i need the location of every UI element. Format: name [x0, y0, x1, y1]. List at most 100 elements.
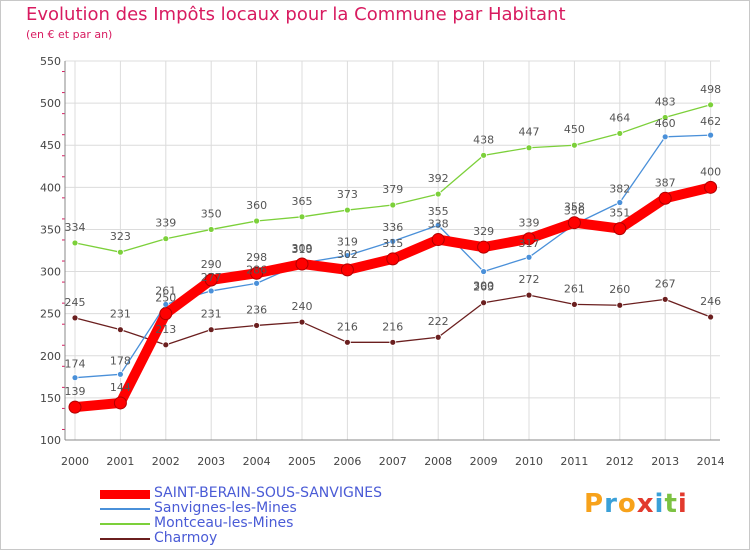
- data-point: [525, 291, 533, 299]
- data-point: [434, 221, 442, 229]
- data-point: [295, 257, 309, 271]
- data-label: 464: [609, 111, 630, 124]
- data-label: 263: [473, 281, 494, 294]
- data-point: [567, 216, 581, 230]
- data-label: 300: [473, 280, 494, 293]
- data-label: 483: [655, 95, 676, 108]
- x-tick-label: 2003: [197, 455, 225, 468]
- data-point: [704, 180, 718, 194]
- data-label: 246: [700, 295, 721, 308]
- data-label: 338: [428, 218, 449, 231]
- y-tick-label: 150: [40, 392, 61, 405]
- y-tick-label: 550: [40, 55, 61, 68]
- data-point: [204, 273, 218, 287]
- data-label: 334: [65, 221, 86, 234]
- data-label: 298: [246, 251, 267, 264]
- data-label: 379: [382, 183, 403, 196]
- data-point: [386, 252, 400, 266]
- data-point: [707, 101, 714, 109]
- data-point: [525, 144, 533, 152]
- data-label: 336: [382, 221, 403, 234]
- data-label: 323: [110, 230, 131, 243]
- data-point: [480, 299, 488, 307]
- data-point: [480, 151, 488, 159]
- data-label: 240: [292, 300, 313, 313]
- x-tick-label: 2000: [61, 455, 89, 468]
- x-tick-label: 2001: [106, 455, 134, 468]
- data-point: [117, 248, 124, 256]
- data-label: 250: [155, 292, 176, 305]
- data-label: 261: [564, 282, 585, 295]
- y-tick-label: 500: [40, 97, 61, 110]
- data-point: [71, 239, 79, 247]
- legend-label-saint-berain: SAINT-BERAIN-SOUS-SANVIGNES: [154, 485, 383, 501]
- data-label: 236: [246, 303, 267, 316]
- data-point: [571, 301, 578, 308]
- data-label: 302: [337, 248, 358, 261]
- data-point: [340, 263, 354, 277]
- data-point: [522, 232, 536, 246]
- data-point: [68, 400, 82, 414]
- data-label: 213: [155, 323, 176, 336]
- data-label: 387: [655, 176, 676, 189]
- legend-swatch-saint-berain: [100, 490, 150, 499]
- data-point: [525, 253, 533, 261]
- logo-letter: o: [617, 489, 637, 519]
- data-label: 222: [428, 315, 449, 328]
- data-point: [253, 217, 261, 225]
- data-point: [661, 295, 669, 303]
- y-tick-label: 200: [40, 350, 61, 363]
- data-point: [250, 266, 264, 280]
- data-point: [477, 240, 491, 254]
- x-tick-label: 2007: [379, 455, 407, 468]
- data-label: 339: [155, 217, 176, 230]
- data-label: 260: [609, 283, 630, 296]
- data-point: [343, 252, 351, 259]
- logo-letter: r: [604, 489, 618, 519]
- data-point: [434, 190, 442, 198]
- data-point: [298, 213, 306, 221]
- data-label: 358: [564, 201, 585, 214]
- data-point: [434, 333, 442, 341]
- data-point: [113, 396, 127, 410]
- proxiti-logo: Proxiti: [584, 489, 688, 519]
- data-label: 400: [700, 165, 721, 178]
- data-label: 373: [337, 188, 358, 201]
- legend-swatch-sanvignes: [100, 508, 150, 510]
- data-point: [159, 307, 173, 321]
- legend-item-saint-berain: SAINT-BERAIN-SOUS-SANVIGNES: [100, 485, 430, 501]
- data-label: 277: [201, 271, 222, 284]
- data-point: [616, 301, 624, 309]
- chart-subtitle: (en € et par an): [26, 28, 113, 41]
- data-label: 382: [609, 182, 630, 195]
- data-label: 392: [428, 172, 449, 185]
- data-point: [71, 314, 79, 322]
- data-label: 267: [655, 277, 676, 290]
- data-point: [117, 370, 124, 378]
- data-label: 174: [65, 358, 86, 371]
- x-tick-label: 2011: [560, 455, 588, 468]
- data-point: [343, 338, 351, 346]
- y-tick-label: 300: [40, 266, 61, 279]
- x-tick-label: 2013: [651, 455, 679, 468]
- data-point: [571, 141, 578, 149]
- x-tick-label: 2005: [288, 455, 316, 468]
- x-tick-label: 2004: [243, 455, 271, 468]
- data-point: [207, 226, 215, 233]
- data-point: [616, 199, 624, 206]
- logo-letter: t: [664, 489, 678, 519]
- data-label: 360: [246, 199, 267, 212]
- data-label: 231: [110, 308, 131, 321]
- data-label: 139: [65, 385, 86, 398]
- data-label: 351: [609, 207, 630, 220]
- data-point: [431, 233, 445, 247]
- x-tick-label: 2009: [470, 455, 498, 468]
- data-point: [661, 114, 669, 121]
- logo-letter: x: [636, 489, 655, 519]
- data-label: 365: [292, 195, 313, 208]
- x-tick-label: 2006: [333, 455, 361, 468]
- data-label: 498: [700, 83, 721, 96]
- data-label: 317: [519, 237, 540, 250]
- legend-label-charmoy: Charmoy: [154, 530, 218, 546]
- data-point: [343, 206, 351, 214]
